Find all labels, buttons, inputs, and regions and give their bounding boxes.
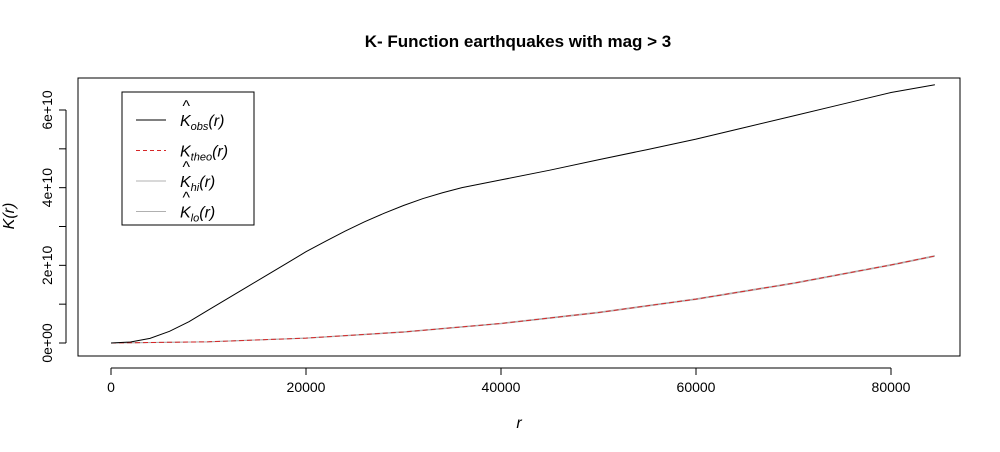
x-tick-label: 20000 — [287, 379, 326, 395]
y-tick-label: 6e+10 — [39, 90, 55, 130]
series-line-theo — [110, 255, 935, 344]
x-tick-label: 60000 — [677, 379, 716, 395]
y-tick-label: 0e+00 — [39, 323, 55, 363]
legend-label-obs: Kobs(r) — [180, 113, 224, 133]
legend-label-hi: Khi(r) — [180, 174, 215, 194]
legend-hat: ^ — [182, 159, 190, 176]
plot-frame — [77, 77, 961, 357]
legend-hat: ^ — [182, 190, 190, 207]
legend-hat: ^ — [182, 98, 190, 115]
series-group — [110, 84, 935, 344]
y-tick-label: 2e+10 — [39, 245, 55, 285]
x-axis: 0 20000 40000 60000 80000 — [107, 367, 911, 395]
legend-label-theo: Ktheo(r) — [180, 144, 228, 164]
x-tick-label: 80000 — [872, 379, 911, 395]
y-axis-label: K(r) — [1, 203, 18, 230]
series-line-obs — [110, 84, 935, 344]
x-tick-label: 40000 — [482, 379, 521, 395]
legend-box — [121, 91, 255, 226]
chart-title: K- Function earthquakes with mag > 3 — [365, 32, 672, 51]
series-line-lo — [110, 255, 935, 344]
x-tick-label: 0 — [107, 379, 115, 395]
legend: ^Kobs(r)Ktheo(r)^Khi(r)^Klo(r) — [121, 91, 255, 226]
y-axis: 0e+00 2e+10 4e+10 6e+10 — [39, 90, 67, 363]
legend-label-lo: Klo(r) — [180, 205, 215, 225]
y-tick-label: 4e+10 — [39, 168, 55, 208]
x-axis-label: r — [516, 415, 522, 432]
series-line-hi — [110, 255, 935, 344]
